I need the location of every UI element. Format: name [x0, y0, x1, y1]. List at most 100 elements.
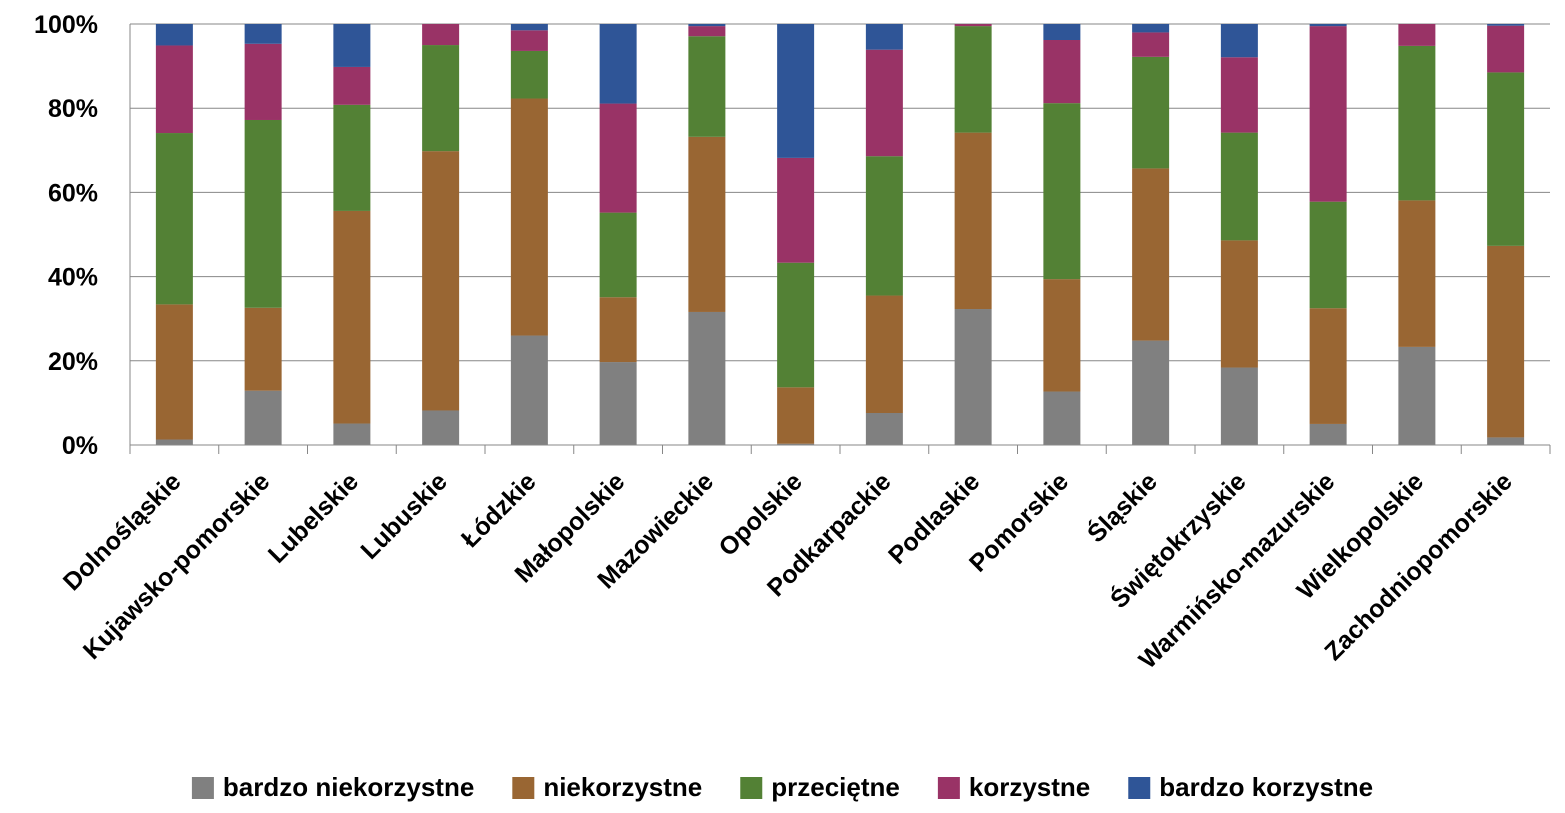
- y-tick-label: 20%: [48, 348, 98, 376]
- bar-segment: [1132, 24, 1170, 33]
- bar-segment: [688, 136, 726, 312]
- bar-segment: [1043, 103, 1081, 280]
- bar-segment: [1220, 240, 1258, 368]
- bar-segment: [777, 443, 815, 445]
- bar-segment: [777, 387, 815, 444]
- bar-segment: [244, 43, 282, 120]
- bar-segment: [422, 45, 460, 152]
- bar-segment: [1220, 24, 1258, 58]
- y-tick-label: 0%: [62, 432, 98, 460]
- bar-segment: [599, 24, 637, 104]
- bar-segment: [244, 119, 282, 308]
- bar-segment: [1043, 24, 1081, 40]
- legend-swatch: [937, 777, 960, 799]
- bar-segment: [1220, 57, 1258, 133]
- bar-segment: [244, 390, 282, 445]
- legend-item: niekorzystne: [512, 772, 702, 802]
- bar-segment: [954, 132, 992, 310]
- legend-item: korzystne: [937, 772, 1090, 802]
- legend-swatch: [512, 777, 535, 799]
- bar-segment: [422, 410, 460, 445]
- bars: [155, 24, 1525, 445]
- legend-item: bardzo niekorzystne: [191, 772, 474, 802]
- x-tick-label: Śląskie: [1081, 466, 1163, 548]
- bar-segment: [688, 26, 726, 37]
- legend-item: bardzo korzystne: [1128, 772, 1373, 802]
- bar-segment: [954, 24, 992, 27]
- y-tick-label: 60%: [48, 179, 98, 207]
- bar-segment: [954, 26, 992, 133]
- y-tick-label: 100%: [34, 11, 98, 39]
- bar-segment: [688, 36, 726, 137]
- bar-segment: [777, 262, 815, 388]
- bar-segment: [688, 24, 726, 27]
- x-tick-label: Opolskie: [713, 467, 808, 562]
- bar-segment: [1309, 423, 1347, 445]
- bar-segment: [1398, 346, 1436, 445]
- bar-segment: [244, 24, 282, 44]
- bar-segment: [954, 309, 992, 445]
- bar-segment: [1220, 132, 1258, 241]
- bar-segment: [865, 295, 903, 414]
- bar-segment: [599, 212, 637, 298]
- bar-segment: [1132, 340, 1170, 445]
- y-tick-label: 40%: [48, 264, 98, 292]
- legend-swatch: [191, 777, 214, 799]
- legend-swatch: [740, 777, 763, 799]
- bar-segment: [155, 439, 193, 445]
- bar-segment: [777, 24, 815, 158]
- bar-segment: [1487, 24, 1525, 26]
- bar-segment: [1043, 391, 1081, 445]
- bar-segment: [865, 156, 903, 296]
- bar-segment: [510, 30, 548, 51]
- bar-segment: [333, 66, 371, 105]
- bar-segment: [599, 103, 637, 213]
- legend-item: przeciętne: [740, 772, 900, 802]
- bar-segment: [1487, 245, 1525, 438]
- x-tick-label: Łódzkie: [456, 467, 542, 553]
- bar-segment: [510, 50, 548, 99]
- legend-label: bardzo korzystne: [1159, 772, 1373, 802]
- bar-segment: [510, 335, 548, 445]
- legend-label: niekorzystne: [543, 772, 702, 802]
- bar-segment: [155, 133, 193, 305]
- bar-segment: [1398, 200, 1436, 347]
- bar-segment: [865, 413, 903, 445]
- bar-segment: [1043, 39, 1081, 104]
- legend-swatch: [1128, 777, 1151, 799]
- bar-segment: [599, 297, 637, 363]
- bar-segment: [333, 210, 371, 424]
- legend-label: korzystne: [969, 772, 1090, 802]
- bar-segment: [422, 151, 460, 411]
- bar-segment: [1309, 26, 1347, 202]
- bar-segment: [510, 98, 548, 336]
- y-tick-label: 80%: [48, 95, 98, 123]
- bar-segment: [510, 24, 548, 31]
- legend-label: bardzo niekorzystne: [223, 772, 474, 802]
- bar-segment: [865, 24, 903, 50]
- bar-segment: [688, 311, 726, 445]
- y-axis-tick-labels: 0% 20% 40% 60% 80% 100%: [34, 11, 98, 460]
- bar-segment: [1487, 25, 1525, 73]
- bar-segment: [155, 24, 193, 46]
- bar-segment: [599, 362, 637, 445]
- bar-segment: [777, 157, 815, 263]
- bar-segment: [1220, 367, 1258, 445]
- bar-segment: [1132, 32, 1170, 57]
- bar-segment: [1398, 45, 1436, 201]
- bar-segment: [1487, 437, 1525, 445]
- bar-segment: [865, 49, 903, 157]
- bar-segment: [1309, 24, 1347, 27]
- bar-segment: [1309, 308, 1347, 424]
- bar-segment: [1487, 72, 1525, 246]
- x-tick-label: Lubuskie: [355, 467, 452, 564]
- bar-segment: [244, 307, 282, 391]
- bar-segment: [155, 45, 193, 134]
- bar-segment: [1132, 168, 1170, 341]
- bar-segment: [333, 104, 371, 211]
- bar-segment: [333, 24, 371, 67]
- bar-segment: [333, 423, 371, 445]
- x-tick-label: Lubelskie: [263, 467, 364, 568]
- bar-segment: [1309, 201, 1347, 309]
